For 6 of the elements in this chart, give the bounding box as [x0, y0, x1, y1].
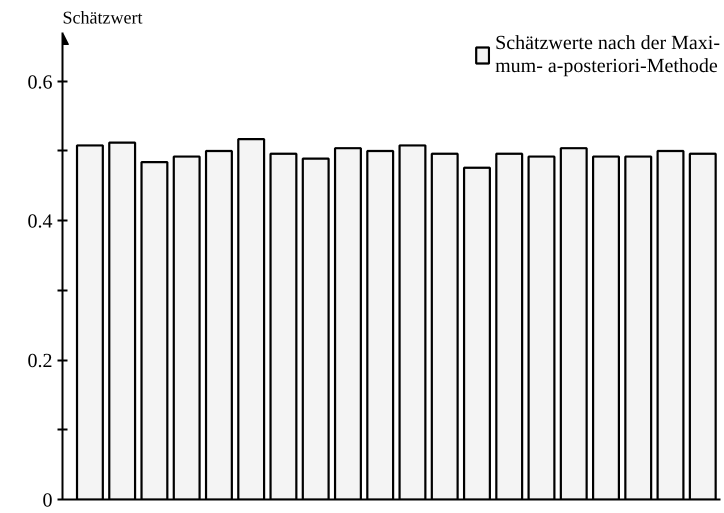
y-tick-label: 0 — [42, 490, 52, 512]
y-tick-label: 0.4 — [28, 210, 52, 233]
y-tick-label: 0.2 — [28, 350, 52, 372]
y-tick-label: 0.6 — [28, 71, 52, 94]
y-axis-title: Schätzwert — [62, 8, 142, 28]
legend-label: Schätzwerte nach der Maxi- mum- a-posteriori-Methode — [495, 32, 720, 78]
